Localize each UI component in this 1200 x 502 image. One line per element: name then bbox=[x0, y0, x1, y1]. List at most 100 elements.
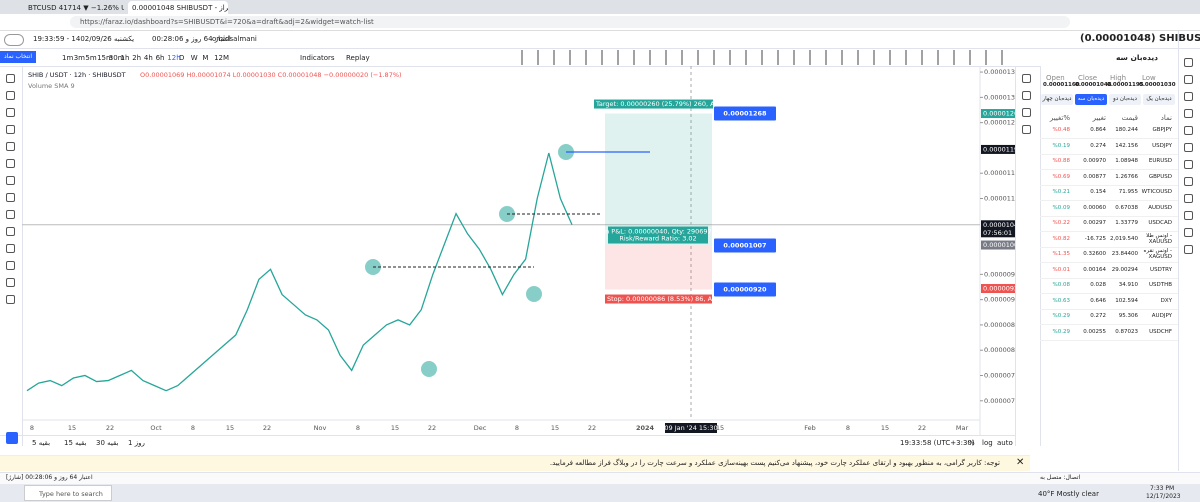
tool-icon[interactable] bbox=[6, 159, 15, 168]
app-topbar bbox=[0, 31, 1200, 49]
row-divider bbox=[1040, 277, 1178, 279]
tool-icon[interactable] bbox=[6, 142, 15, 151]
tool-icon[interactable] bbox=[6, 295, 15, 304]
browser-tab[interactable]: 0.00001048 SHIBUSDT - فراز bbox=[128, 1, 228, 14]
panel-icon[interactable] bbox=[1022, 91, 1031, 100]
price: 1.26766 bbox=[1115, 173, 1138, 180]
side-icon[interactable] bbox=[1184, 211, 1193, 220]
browser-tab[interactable]: BTCUSD 41714 ▼ −1.26% Unna... bbox=[24, 1, 124, 14]
interval[interactable]: 1h bbox=[120, 54, 130, 62]
tool-icon[interactable] bbox=[6, 244, 15, 253]
tool-icon[interactable] bbox=[6, 261, 15, 270]
interval[interactable]: 15m bbox=[97, 54, 113, 62]
range[interactable]: 1 روز bbox=[128, 439, 145, 447]
log-toggle[interactable]: log bbox=[982, 439, 993, 447]
x-tick-label: 22 bbox=[918, 424, 926, 432]
side-icon[interactable] bbox=[1184, 92, 1193, 101]
interval[interactable]: 2h bbox=[132, 54, 142, 62]
side-icon[interactable] bbox=[1184, 109, 1193, 118]
side-icon[interactable] bbox=[1184, 126, 1193, 135]
change-percent: %0.01 bbox=[1052, 266, 1070, 273]
column-head: قیمت bbox=[1121, 114, 1138, 122]
tool-icon[interactable] bbox=[6, 278, 15, 287]
indicators[interactable]: Indicators bbox=[300, 54, 335, 62]
ohlc-value: 0.00001195 bbox=[1107, 82, 1144, 88]
credit: اعتبار 64 روز و 00:28:06 bbox=[152, 35, 231, 43]
percent-toggle[interactable]: % bbox=[968, 439, 975, 447]
side-icon[interactable] bbox=[1184, 58, 1193, 67]
watchlist-tab[interactable]: دیده‌بان یک bbox=[1143, 94, 1175, 105]
price: 142.156 bbox=[1115, 142, 1138, 149]
close-notice[interactable]: ✕ bbox=[1016, 457, 1025, 468]
watchlist-tab[interactable]: دیده‌بان دو bbox=[1109, 94, 1141, 105]
url[interactable]: https://faraz.io/dashboard?s=SHIBUSDT&i=… bbox=[70, 16, 1070, 28]
symbol: اونس نقره - XAGUSD bbox=[1143, 248, 1172, 260]
y-tick-label: 0.00000900 bbox=[984, 296, 1015, 304]
row-divider bbox=[1040, 262, 1178, 263]
symbol: GBPUSD bbox=[1148, 173, 1172, 180]
panel-icon[interactable] bbox=[1022, 125, 1031, 134]
price-label-bg bbox=[981, 109, 1015, 119]
connection: اتصال: متصل به bbox=[1040, 474, 1081, 481]
theme-toggle[interactable] bbox=[4, 34, 24, 46]
price: 102.594 bbox=[1115, 297, 1138, 304]
interval[interactable]: 6h bbox=[155, 54, 165, 62]
range[interactable]: 30 بقیه bbox=[96, 439, 119, 447]
select-symbol[interactable]: انتخاب نماد bbox=[0, 51, 36, 63]
tool-icon[interactable] bbox=[6, 91, 15, 100]
panel-icon[interactable] bbox=[1022, 108, 1031, 117]
interval[interactable]: D bbox=[179, 54, 185, 62]
interval[interactable]: W bbox=[190, 54, 198, 62]
replay[interactable]: Replay bbox=[346, 54, 370, 62]
side-icon[interactable] bbox=[1184, 194, 1193, 203]
auto-toggle[interactable]: auto bbox=[997, 439, 1013, 447]
tool-icon[interactable] bbox=[6, 227, 15, 236]
range[interactable]: 15 بقیه bbox=[64, 439, 87, 447]
side-icon[interactable] bbox=[1184, 160, 1193, 169]
change: 0.00970 bbox=[1083, 158, 1106, 164]
side-icon[interactable] bbox=[1184, 143, 1193, 152]
side-icon[interactable] bbox=[1184, 75, 1193, 84]
side-icon[interactable] bbox=[1184, 177, 1193, 186]
tool-icon[interactable] bbox=[6, 108, 15, 117]
change: 0.154 bbox=[1090, 189, 1106, 195]
drawing-tools[interactable] bbox=[510, 50, 1010, 65]
interval[interactable]: 1m bbox=[62, 54, 74, 62]
tool-icon[interactable] bbox=[6, 176, 15, 185]
interval[interactable]: 12h bbox=[167, 54, 181, 62]
legend-ohlc: O0.00001069 H0.00001074 L0.00001030 C0.0… bbox=[140, 71, 402, 79]
price: 1.33779 bbox=[1115, 220, 1138, 226]
interval[interactable]: 30m bbox=[108, 54, 125, 62]
ohlc-value: 0.00001048 bbox=[1075, 82, 1112, 88]
side-icon[interactable] bbox=[1184, 228, 1193, 237]
y-tick-label: 0.00000950 bbox=[984, 270, 1015, 278]
marker-circle bbox=[526, 286, 542, 302]
interval[interactable]: 3m bbox=[73, 54, 85, 62]
range[interactable]: 5 بقیه bbox=[32, 439, 51, 447]
interval[interactable]: 12M bbox=[214, 54, 230, 62]
watchlist-title: دیده‌بان سه bbox=[1116, 53, 1158, 62]
x-tick-label: 15 bbox=[391, 424, 399, 432]
widget-button[interactable] bbox=[6, 432, 18, 444]
level-label-bg bbox=[714, 106, 776, 121]
interval[interactable]: 4h bbox=[143, 54, 153, 62]
side-icon[interactable] bbox=[1184, 245, 1193, 254]
interval[interactable]: 5m bbox=[85, 54, 97, 62]
panel-icon[interactable] bbox=[1022, 74, 1031, 83]
tool-icon[interactable] bbox=[6, 193, 15, 202]
y-tick-label: 0.00000800 bbox=[984, 346, 1015, 354]
change: 0.00297 bbox=[1083, 220, 1106, 226]
tool-icon[interactable] bbox=[6, 125, 15, 134]
x-tick-label: 8 bbox=[30, 424, 34, 432]
tool-icon[interactable] bbox=[6, 74, 15, 83]
watchlist-tab[interactable]: دیده‌بان چهار bbox=[1041, 94, 1073, 105]
notice-bar bbox=[0, 455, 1030, 471]
row-divider bbox=[1040, 138, 1178, 139]
change: 0.00255 bbox=[1083, 328, 1106, 335]
tool-icon[interactable] bbox=[6, 210, 15, 219]
interval[interactable]: M bbox=[202, 54, 209, 62]
column-head: تغییر bbox=[1092, 114, 1106, 122]
y-tick-label: 0.00001250 bbox=[984, 119, 1015, 127]
watchlist-tab[interactable]: دیده‌بان سه bbox=[1075, 94, 1107, 105]
search-box[interactable]: Type here to search bbox=[24, 485, 112, 501]
